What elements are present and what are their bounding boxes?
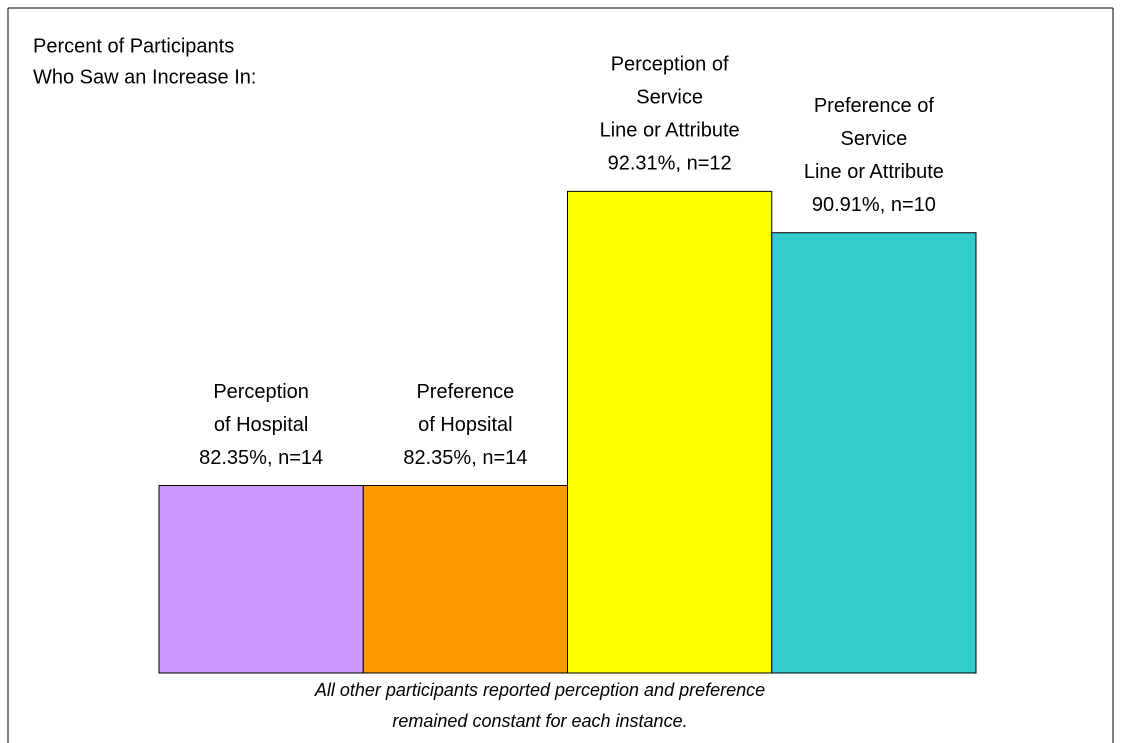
category-label: Preference of [814, 95, 935, 117]
category-label: Service [636, 87, 703, 109]
category-label: Line or Attribute [600, 120, 740, 142]
category-label: Service [841, 128, 908, 150]
value-label: 92.31%, n=12 [608, 153, 732, 175]
category-label: Perception [213, 381, 309, 403]
category-label: of Hospital [214, 414, 309, 436]
bar [158, 484, 364, 674]
value-label: 90.91%, n=10 [812, 194, 936, 216]
bar [567, 190, 773, 674]
chart-title: Who Saw an Increase In: [33, 66, 256, 88]
value-label: 82.35%, n=14 [199, 447, 323, 469]
footnote: remained constant for each instance. [392, 711, 687, 731]
value-label: 82.35%, n=14 [403, 447, 527, 469]
category-label: Perception of [611, 54, 729, 76]
chart-title: Percent of Participants [33, 35, 234, 57]
bar [771, 232, 977, 674]
category-label: Preference [416, 381, 514, 403]
category-label: of Hopsital [418, 414, 513, 436]
category-label: Line or Attribute [804, 161, 944, 183]
footnote: All other participants reported percepti… [314, 680, 765, 700]
bar [362, 484, 568, 674]
